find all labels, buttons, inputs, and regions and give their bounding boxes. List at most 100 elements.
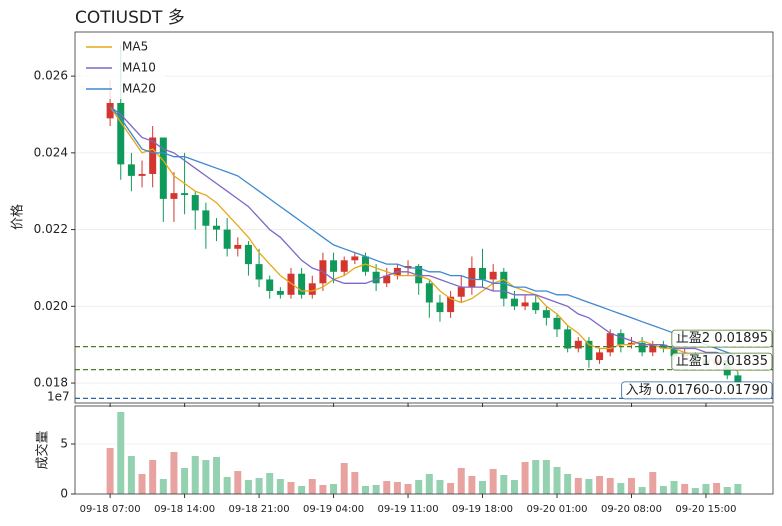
volume-bar bbox=[404, 484, 412, 494]
candle-body bbox=[606, 333, 614, 353]
plot-frame bbox=[74, 31, 774, 404]
volume-bar bbox=[702, 484, 710, 494]
volume-bar bbox=[734, 484, 742, 494]
candle-body bbox=[596, 352, 604, 361]
volume-bar bbox=[138, 474, 146, 494]
candle-body bbox=[340, 260, 348, 272]
volume-bar bbox=[319, 485, 327, 494]
volume-bar bbox=[627, 478, 635, 494]
y-tick-label: 5 bbox=[60, 437, 68, 451]
x-tick-label: 09-20 08:00 bbox=[601, 504, 662, 515]
volume-bar bbox=[500, 475, 508, 494]
level-label: 止盈2 0.01895 bbox=[676, 331, 768, 346]
volume-bar bbox=[425, 474, 433, 494]
volume-bar bbox=[659, 486, 667, 494]
candle-body bbox=[276, 290, 284, 295]
candle-body bbox=[287, 273, 295, 295]
y-tick-label: 0.018 bbox=[34, 376, 68, 390]
volume-bar bbox=[127, 456, 135, 494]
candle-body bbox=[223, 229, 231, 249]
candle-body bbox=[106, 102, 114, 119]
volume-bar bbox=[223, 477, 231, 494]
volume-bar bbox=[351, 472, 359, 494]
level-label-box bbox=[621, 381, 773, 400]
candle-body bbox=[308, 283, 316, 295]
volume-bar bbox=[393, 482, 401, 494]
y-tick-label: 0.020 bbox=[34, 299, 68, 313]
candle-body bbox=[415, 266, 423, 284]
volume-bar bbox=[170, 452, 178, 494]
legend-label: MA5 bbox=[122, 40, 148, 54]
candle-body bbox=[564, 329, 572, 349]
candle-body bbox=[117, 102, 125, 165]
candle-body bbox=[404, 266, 412, 268]
volume-bar bbox=[649, 472, 657, 494]
chart-title: COTIUSDT 多 bbox=[75, 8, 185, 28]
x-tick-label: 09-20 15:00 bbox=[675, 504, 736, 515]
volume-bar bbox=[117, 412, 125, 494]
candle-body bbox=[213, 225, 221, 230]
candle-body bbox=[181, 193, 189, 196]
volume-bar bbox=[596, 476, 604, 494]
volume-bar bbox=[415, 480, 423, 494]
volume-bar bbox=[255, 478, 263, 494]
y-tick-label: 0.022 bbox=[34, 222, 68, 236]
x-tick-label: 09-18 07:00 bbox=[80, 504, 141, 515]
candle-body bbox=[447, 296, 455, 313]
volume-bar bbox=[244, 480, 252, 494]
x-tick-label: 09-19 04:00 bbox=[303, 504, 364, 515]
volume-bar bbox=[298, 486, 306, 494]
volume-bar bbox=[532, 460, 540, 494]
candle-body bbox=[617, 333, 625, 345]
candle-body bbox=[553, 317, 561, 330]
volume-bar bbox=[276, 479, 284, 494]
candle-body bbox=[127, 164, 135, 176]
volume-bar bbox=[372, 485, 380, 494]
x-tick-label: 09-18 21:00 bbox=[229, 504, 290, 515]
volume-bar bbox=[638, 487, 646, 494]
level-label-box bbox=[671, 329, 773, 348]
volume-bar bbox=[617, 483, 625, 494]
candle-body bbox=[532, 302, 540, 311]
volume-bar bbox=[266, 473, 274, 494]
candle-body bbox=[202, 210, 210, 226]
candle-body bbox=[542, 310, 550, 318]
volume-bar bbox=[713, 483, 721, 494]
y-axis-label: 价格 bbox=[10, 204, 26, 230]
volume-bar bbox=[447, 483, 455, 494]
volume-bar bbox=[191, 456, 199, 494]
volume-bar bbox=[681, 484, 689, 494]
volume-bar bbox=[521, 462, 529, 494]
x-tick-label: 09-19 11:00 bbox=[378, 504, 439, 515]
x-tick-label: 09-18 14:00 bbox=[154, 504, 215, 515]
candle-body bbox=[159, 137, 167, 199]
candle-body bbox=[670, 348, 678, 357]
candle-body bbox=[500, 271, 508, 299]
level-label-box bbox=[671, 352, 773, 371]
volume-bar bbox=[489, 469, 497, 494]
candle-body bbox=[489, 271, 497, 280]
y-tick-label: 0 bbox=[60, 487, 68, 501]
volume-bar bbox=[149, 460, 157, 494]
offset-label: 1e7 bbox=[47, 390, 70, 404]
x-tick-label: 09-19 18:00 bbox=[452, 504, 513, 515]
candle-body bbox=[138, 173, 146, 176]
candle-body bbox=[510, 298, 518, 307]
candle-body bbox=[574, 340, 582, 349]
level-label: 止盈1 0.01835 bbox=[676, 354, 768, 369]
candle-body bbox=[479, 267, 487, 280]
candle-body bbox=[149, 137, 157, 174]
candle-body bbox=[638, 342, 646, 353]
volume-bar bbox=[234, 471, 242, 494]
plot-frame bbox=[74, 405, 774, 495]
volume-bar bbox=[383, 481, 391, 494]
candle-body bbox=[425, 283, 433, 303]
volume-bar bbox=[330, 484, 338, 494]
volume-bar bbox=[564, 474, 572, 494]
y-tick-label: 0.024 bbox=[34, 145, 68, 159]
candle-body bbox=[468, 267, 476, 288]
legend-label: MA10 bbox=[122, 61, 156, 75]
volume-bar bbox=[691, 488, 699, 494]
ma-line bbox=[109, 106, 739, 373]
